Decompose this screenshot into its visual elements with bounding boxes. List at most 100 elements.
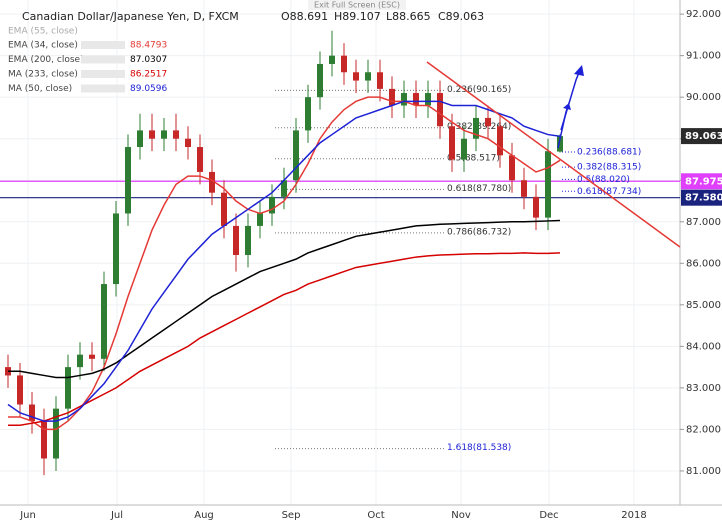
- legend-label: MA (233, close): [8, 70, 78, 80]
- price-tag: [681, 128, 722, 145]
- legend-value: 86.2517: [130, 70, 167, 80]
- candle-body: [137, 130, 143, 148]
- ohlc-low: L88.665: [386, 10, 431, 23]
- candle-body: [41, 421, 47, 459]
- candle-body: [113, 213, 119, 285]
- candle-body: [53, 408, 59, 459]
- y-tick-label: 83.000: [686, 383, 721, 394]
- legend-label[interactable]: EMA (55, close): [8, 27, 78, 37]
- fib-label: 0.236(88.681): [577, 147, 641, 157]
- legend-value: 89.0596: [130, 84, 167, 94]
- x-tick-label: Nov: [451, 510, 471, 521]
- legend-label: EMA (200, close): [8, 55, 84, 65]
- legend-label: EMA (34, close): [8, 41, 78, 51]
- legend-value: 87.0307: [130, 55, 167, 65]
- exit-button[interactable]: [308, 0, 406, 10]
- legend-icons: [81, 70, 125, 78]
- y-tick-label: 85.000: [686, 300, 721, 311]
- x-tick-label: 2018: [621, 510, 646, 521]
- candle-body: [521, 180, 527, 197]
- candle-body: [257, 213, 263, 226]
- fib-label: 0.786(86.732): [447, 227, 511, 237]
- price-tag: [681, 189, 722, 206]
- candle-body: [305, 97, 311, 131]
- price-tag-label: 87.975: [685, 176, 722, 187]
- y-tick-label: 81.000: [686, 466, 721, 477]
- x-tick-label: Oct: [367, 510, 384, 521]
- candle-body: [473, 117, 479, 139]
- legend-value: 88.4793: [130, 41, 167, 51]
- candle-body: [269, 196, 275, 214]
- y-tick-label: 87.000: [686, 217, 721, 228]
- fib-label: 0.382(88.315): [577, 163, 641, 173]
- candle-body: [437, 93, 443, 127]
- y-tick-label: 90.000: [686, 92, 721, 103]
- candle-body: [365, 72, 371, 81]
- y-tick-label: 92.000: [686, 9, 721, 20]
- ohlc-close: C89.063: [438, 10, 484, 23]
- fib-label: 1.618(81.538): [447, 443, 511, 453]
- candle-body: [101, 284, 107, 359]
- candle-body: [65, 367, 71, 409]
- x-tick-label: Sep: [282, 510, 301, 521]
- price-tag-label: 89.063: [685, 131, 722, 142]
- arrow-head: [574, 65, 584, 76]
- candle-body: [413, 93, 419, 106]
- ohlc-high: H89.107: [334, 10, 381, 23]
- exit-text[interactable]: Exit Full Screen (ESC): [314, 1, 400, 10]
- legend-icons: [81, 41, 125, 49]
- indicator-line: [8, 96, 561, 431]
- candle-body: [17, 375, 23, 405]
- candle-body: [425, 93, 431, 106]
- y-tick-label: 86.000: [686, 258, 721, 269]
- candle-body: [317, 63, 323, 98]
- ohlc-open: O88.691: [281, 10, 328, 23]
- fib-label: 0.618(87.734): [577, 187, 641, 197]
- candle-body: [161, 130, 167, 139]
- candle-body: [509, 155, 515, 181]
- candle-body: [29, 404, 35, 422]
- x-tick-label: Jul: [110, 510, 123, 521]
- indicator-line: [8, 252, 561, 427]
- legend-icons: [81, 84, 125, 93]
- candle-body: [221, 192, 227, 226]
- x-tick-label: Dec: [539, 510, 558, 521]
- legend: EMA (34, close) 88.4793 EMA (200, close) 87…: [8, 41, 167, 95]
- candle-body: [89, 354, 95, 359]
- candle-body: [401, 93, 407, 106]
- candle-body: [533, 196, 539, 218]
- price-tag-label: 87.580: [685, 193, 722, 204]
- plot-area: 0.236(90.165) 0.382(89.264) 0.5(88.517) 0.6…: [0, 30, 680, 476]
- candle-body: [377, 72, 383, 89]
- legend-icons: [81, 55, 125, 64]
- trend-line: [426, 61, 681, 248]
- candle-body: [233, 225, 239, 255]
- candle-body: [209, 171, 215, 193]
- candle-body: [149, 130, 155, 139]
- candle-body: [125, 147, 131, 214]
- fib-label: 0.5(88.517): [447, 153, 500, 163]
- candle-body: [173, 130, 179, 139]
- y-tick-label: 84.000: [686, 341, 721, 352]
- candle-body: [281, 180, 287, 197]
- candle-body: [197, 147, 203, 172]
- candle-body: [293, 130, 299, 181]
- candle-body: [329, 55, 335, 64]
- candle-body: [545, 151, 551, 218]
- axes: 81.000 82.000 83.000 84.000 85.000 86.000 87.0…: [19, 9, 722, 521]
- price-tag: [681, 173, 722, 190]
- candle-body: [449, 126, 455, 160]
- candle-body: [389, 88, 395, 106]
- candle-body: [497, 126, 503, 156]
- candle-body: [185, 138, 191, 148]
- x-tick-label: Jun: [19, 510, 36, 521]
- indicator-line: [8, 219, 561, 379]
- candle-body: [341, 55, 347, 73]
- candle-body: [245, 225, 251, 255]
- y-tick-label: 82.000: [686, 424, 721, 435]
- chart-title: Canadian Dollar/Japanese Yen, D, FXCM: [22, 10, 239, 23]
- legend-label: MA (50, close): [8, 84, 72, 94]
- candle-body: [485, 117, 491, 127]
